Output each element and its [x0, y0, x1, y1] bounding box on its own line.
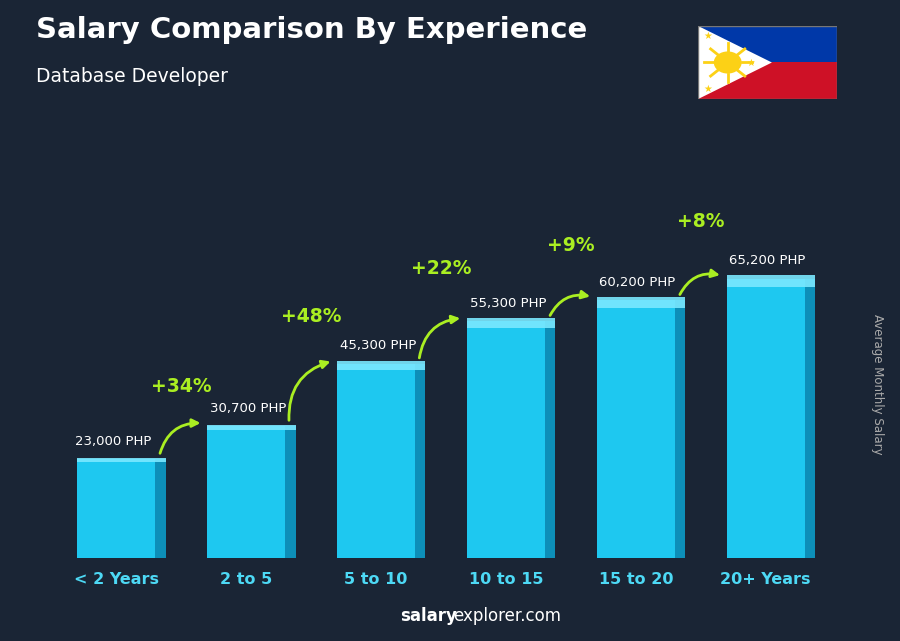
Bar — [726, 275, 814, 287]
Bar — [805, 279, 814, 558]
FancyBboxPatch shape — [77, 460, 156, 558]
FancyBboxPatch shape — [726, 279, 805, 558]
FancyBboxPatch shape — [207, 426, 285, 558]
FancyBboxPatch shape — [597, 301, 675, 558]
Text: ★: ★ — [704, 31, 712, 41]
Text: 45,300 PHP: 45,300 PHP — [339, 340, 416, 353]
Text: explorer.com: explorer.com — [453, 607, 561, 625]
Bar — [285, 426, 295, 558]
Bar — [698, 26, 837, 62]
Bar — [77, 458, 166, 462]
Bar — [467, 318, 555, 328]
Text: salary: salary — [400, 607, 457, 625]
FancyBboxPatch shape — [467, 321, 544, 558]
Text: ★: ★ — [747, 58, 755, 67]
Text: Average Monthly Salary: Average Monthly Salary — [871, 314, 884, 455]
Bar — [698, 62, 837, 99]
Text: +48%: +48% — [281, 307, 341, 326]
Text: 30,700 PHP: 30,700 PHP — [210, 402, 286, 415]
Bar — [597, 297, 685, 308]
Bar — [544, 321, 555, 558]
FancyBboxPatch shape — [338, 364, 415, 558]
Bar — [207, 424, 295, 430]
Text: +8%: +8% — [677, 212, 724, 231]
Bar — [675, 301, 685, 558]
Polygon shape — [698, 26, 772, 99]
Bar — [338, 361, 426, 370]
Text: ★: ★ — [704, 84, 712, 94]
Text: +34%: +34% — [151, 377, 212, 395]
Text: +9%: +9% — [547, 236, 595, 254]
Text: 60,200 PHP: 60,200 PHP — [599, 276, 676, 288]
Circle shape — [714, 51, 742, 74]
Text: 55,300 PHP: 55,300 PHP — [470, 297, 546, 310]
Text: 23,000 PHP: 23,000 PHP — [75, 435, 151, 447]
Bar — [415, 364, 426, 558]
Text: 65,200 PHP: 65,200 PHP — [729, 254, 806, 267]
Text: Salary Comparison By Experience: Salary Comparison By Experience — [36, 16, 587, 44]
Text: Database Developer: Database Developer — [36, 67, 228, 87]
Text: +22%: +22% — [410, 259, 472, 278]
Bar — [156, 460, 166, 558]
